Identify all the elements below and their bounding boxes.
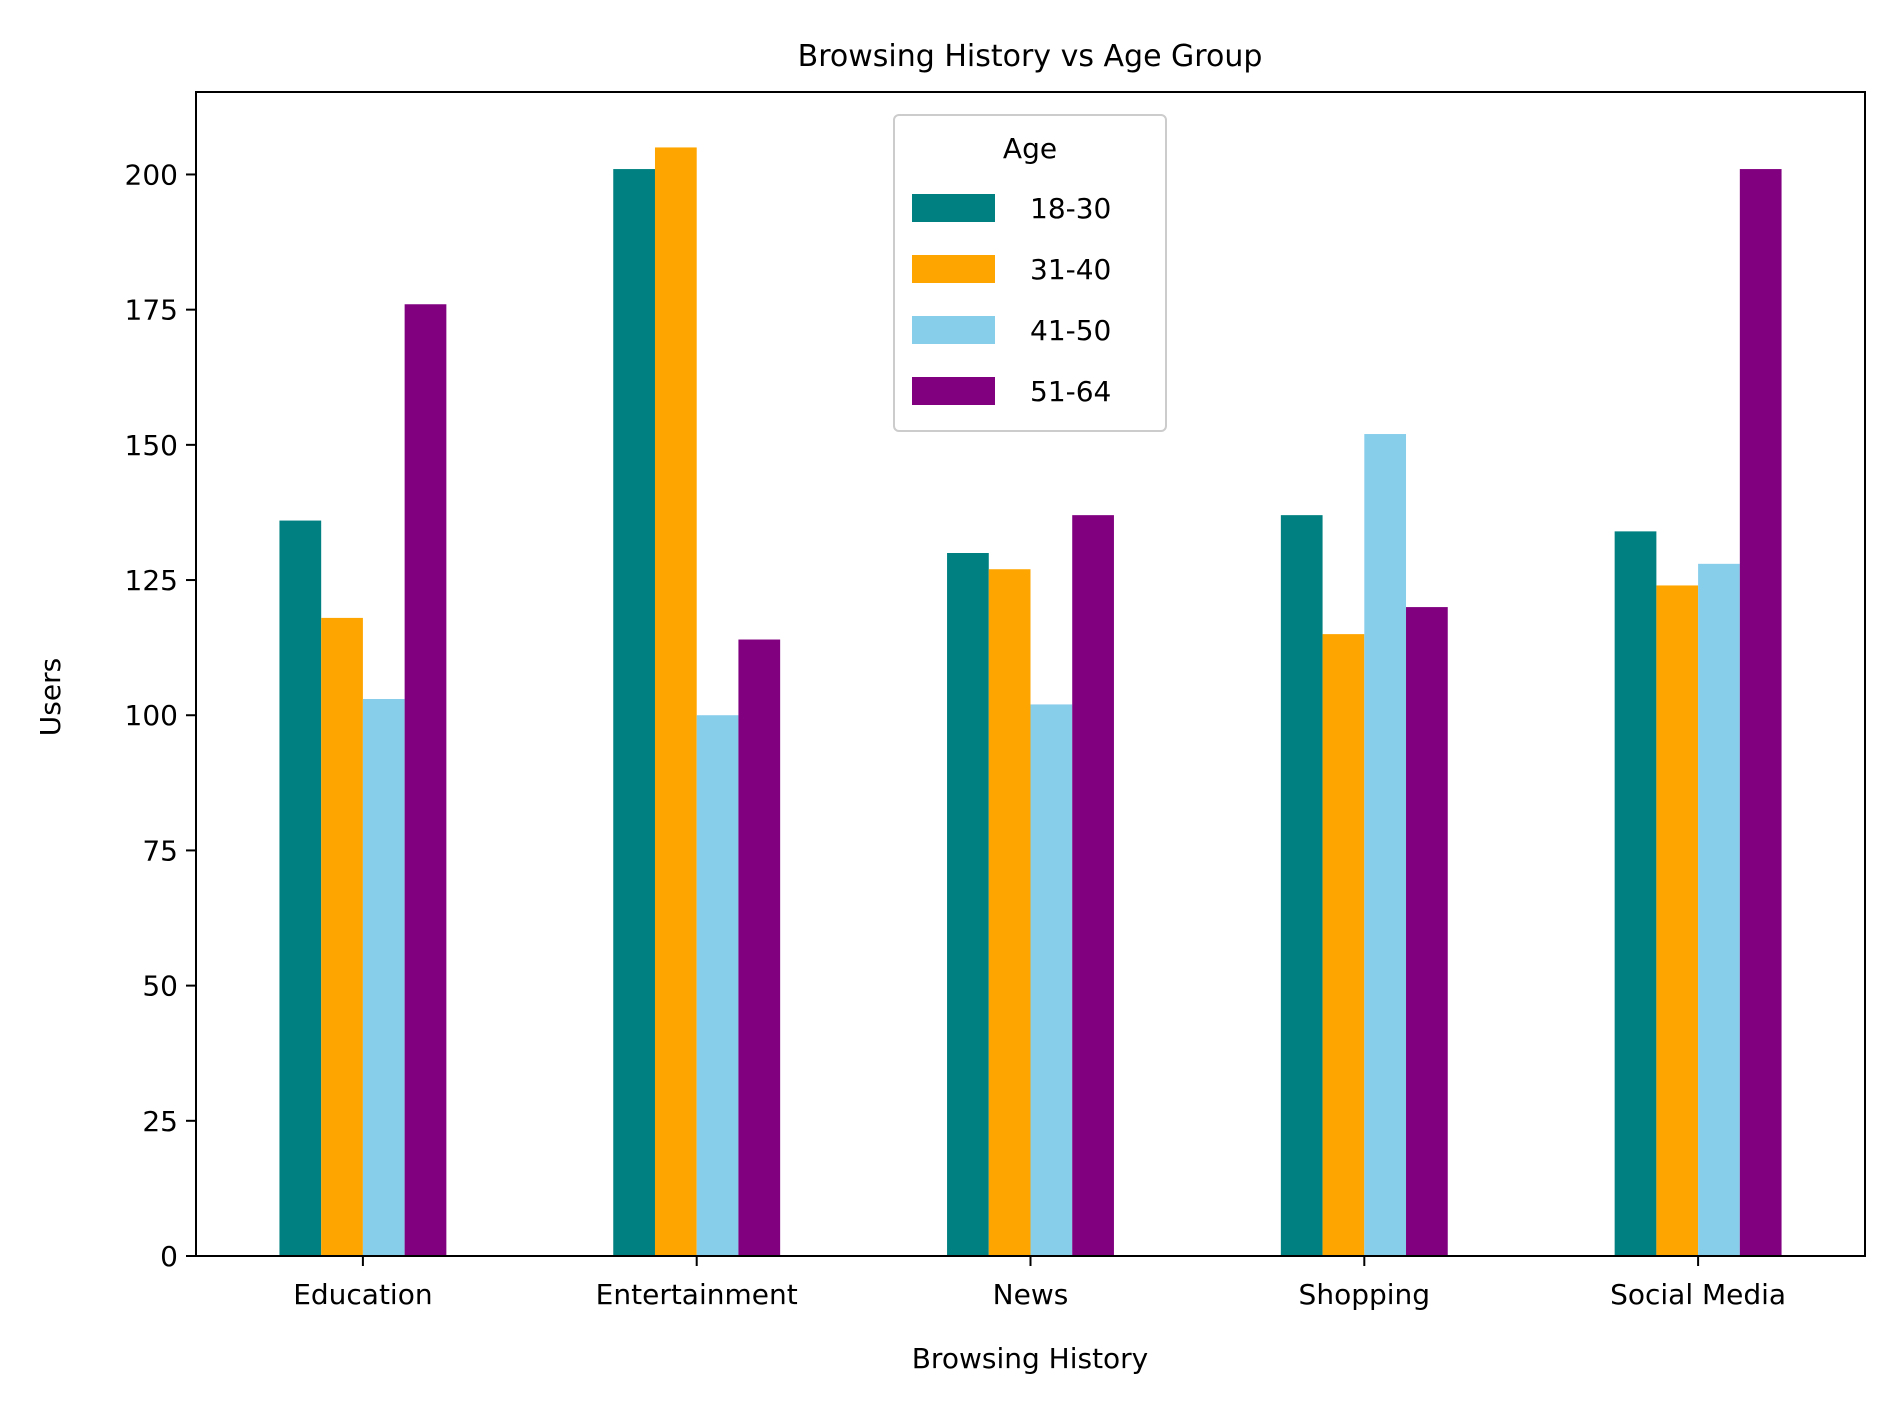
y-tick-label: 0: [160, 1240, 178, 1273]
bar-entertainment-18-30: [613, 169, 655, 1256]
bar-news-51-64: [1072, 515, 1114, 1256]
bar-education-51-64: [404, 304, 447, 1256]
legend-swatch-31-40: [912, 255, 995, 283]
y-tick-label: 50: [142, 970, 178, 1003]
legend-label-18-30: 18-30: [1030, 192, 1111, 225]
legend-label-31-40: 31-40: [1030, 253, 1111, 286]
bar-news-31-40: [988, 569, 1031, 1256]
y-tick-label: 150: [125, 429, 178, 462]
bar-entertainment-31-40: [654, 147, 697, 1257]
bar-entertainment-51-64: [738, 639, 781, 1256]
x-tick-label: Education: [293, 1278, 432, 1311]
bar-shopping-31-40: [1322, 634, 1365, 1256]
x-tick-label: Shopping: [1299, 1278, 1431, 1311]
bars-layer: [279, 147, 1782, 1257]
y-tick-label: 25: [142, 1105, 178, 1138]
bar-shopping-51-64: [1406, 607, 1448, 1256]
chart-title: Browsing History vs Age Group: [798, 39, 1263, 74]
bar-shopping-18-30: [1280, 515, 1323, 1256]
bar-social-media-51-64: [1739, 169, 1782, 1256]
bar-shopping-41-50: [1364, 434, 1407, 1256]
legend-swatch-51-64: [912, 377, 995, 405]
y-tick-label: 175: [125, 294, 178, 327]
bar-education-41-50: [362, 699, 405, 1256]
y-tick-label: 200: [125, 158, 178, 191]
bar-entertainment-41-50: [696, 715, 739, 1256]
x-tick-label: Social Media: [1610, 1278, 1786, 1311]
bar-news-41-50: [1030, 704, 1073, 1256]
x-tick-label: Entertainment: [596, 1278, 798, 1311]
bar-education-18-30: [279, 520, 322, 1256]
legend: Age 18-30 31-40 41-50 51-64: [893, 114, 1167, 432]
y-tick-label: 125: [125, 564, 178, 597]
y-tick-label: 100: [125, 699, 178, 732]
legend-label-41-50: 41-50: [1030, 314, 1111, 347]
x-tick-label: News: [993, 1278, 1069, 1311]
y-axis-label: Users: [34, 658, 67, 736]
bar-social-media-18-30: [1614, 531, 1657, 1256]
legend-label-51-64: 51-64: [1030, 375, 1111, 408]
bar-social-media-31-40: [1656, 585, 1699, 1256]
bar-education-31-40: [321, 617, 363, 1256]
bar-news-18-30: [947, 553, 989, 1256]
axes-layer: 0 25 50 75 100 125 150 175 200 Education Entertain…: [125, 91, 1866, 1311]
legend-swatch-41-50: [912, 316, 995, 344]
bar-social-media-41-50: [1698, 563, 1740, 1256]
legend-swatch-18-30: [912, 194, 995, 222]
y-tick-label: 75: [142, 834, 178, 867]
legend-title: Age: [1003, 132, 1057, 165]
x-axis-label: Browsing History: [912, 1342, 1149, 1375]
